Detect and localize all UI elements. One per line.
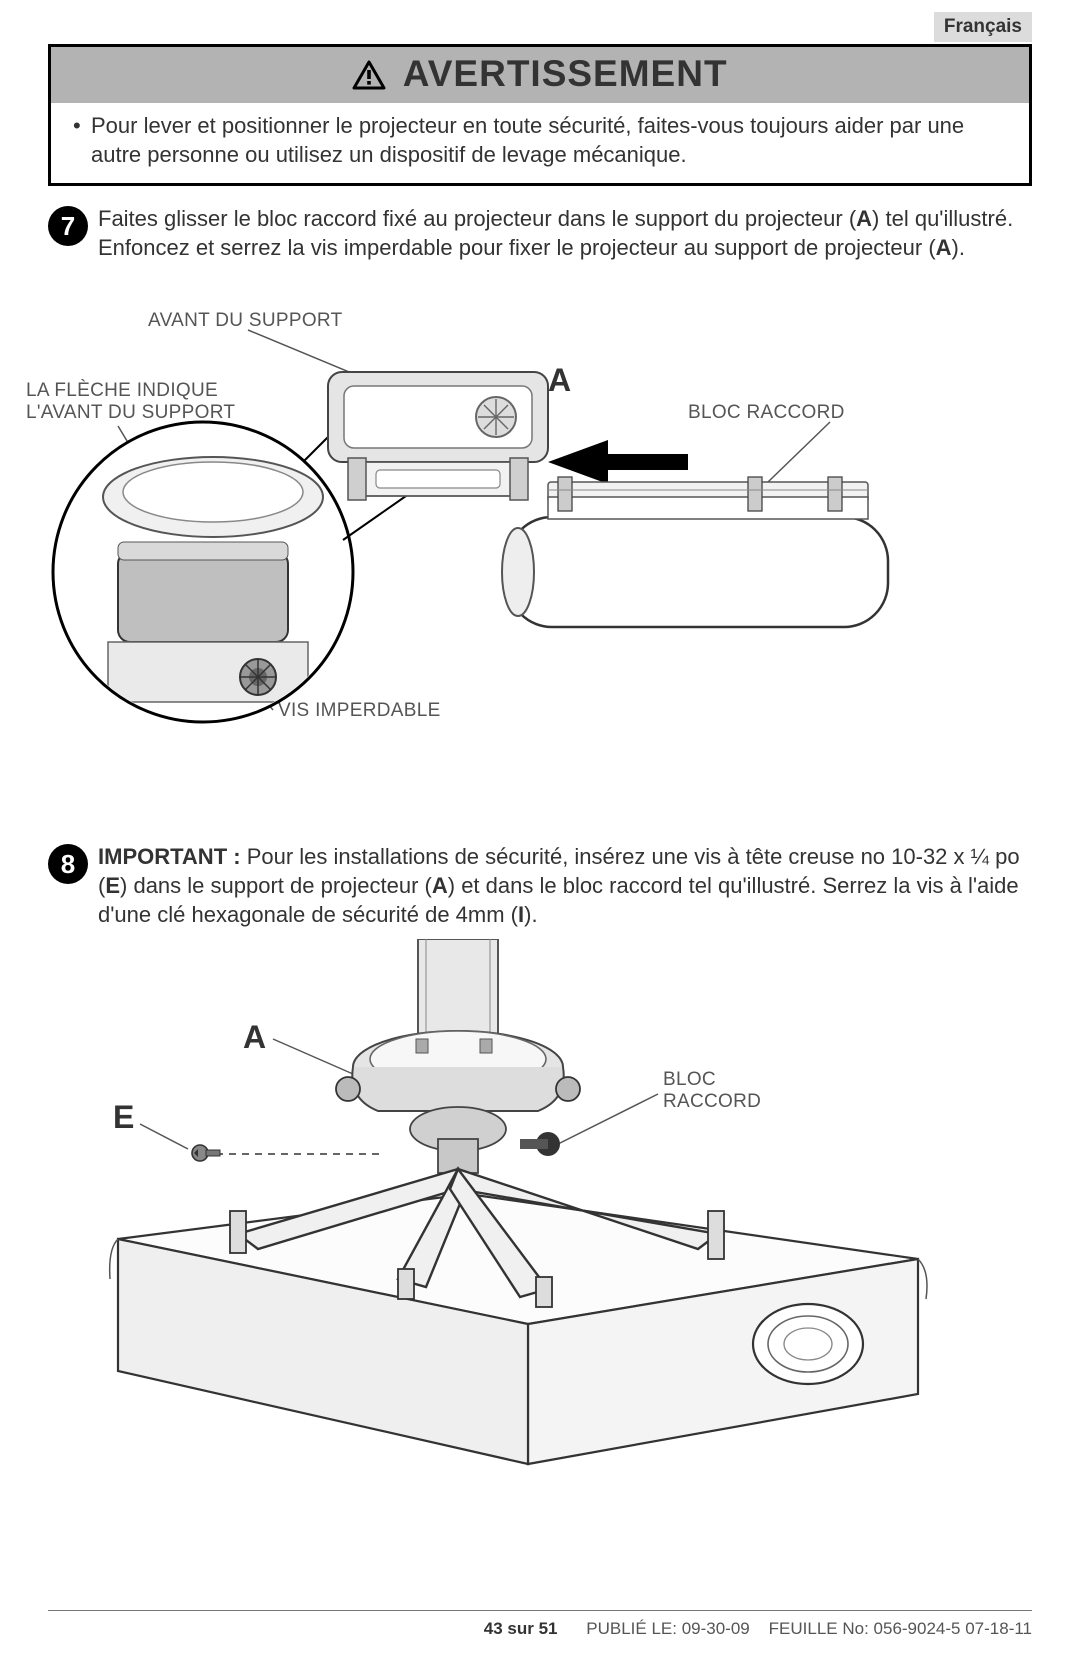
warning-title: AVERTISSEMENT bbox=[403, 53, 728, 94]
footer-separator bbox=[48, 1610, 1032, 1611]
manual-page: Français AVERTISSEMENT • Pour lever et p… bbox=[0, 0, 1080, 1669]
projector-side bbox=[502, 477, 888, 627]
language-tab: Français bbox=[934, 12, 1032, 42]
figure-1: AVANT DU SUPPORT LA FLÈCHE INDIQUE L'AVA… bbox=[48, 282, 1032, 802]
step-8-text: IMPORTANT : Pour les installations de sé… bbox=[98, 842, 1032, 929]
screw-e bbox=[192, 1145, 220, 1161]
step-7: 7 Faites glisser le bloc raccord fixé au… bbox=[48, 204, 1032, 262]
step-8-number: 8 bbox=[48, 844, 88, 884]
footer-page: 43 sur 51 bbox=[484, 1619, 558, 1638]
warning-header: AVERTISSEMENT bbox=[51, 47, 1029, 103]
step-8: 8 IMPORTANT : Pour les installations de … bbox=[48, 842, 1032, 929]
warning-icon bbox=[352, 57, 394, 90]
page-footer: 43 sur 51 PUBLIÉ LE: 09-30-09 FEUILLE No… bbox=[48, 1619, 1032, 1639]
step-7-text: Faites glisser le bloc raccord fixé au p… bbox=[98, 204, 1032, 262]
warning-body: • Pour lever et positionner le projecteu… bbox=[51, 103, 1029, 183]
bracket-a bbox=[328, 372, 548, 500]
step-7-number: 7 bbox=[48, 206, 88, 246]
footer-publie: PUBLIÉ LE: 09-30-09 bbox=[586, 1619, 749, 1638]
warning-bullet: • bbox=[73, 111, 91, 169]
footer-feuille: FEUILLE No: 056-9024-5 07-18-11 bbox=[769, 1619, 1032, 1638]
warning-box: AVERTISSEMENT • Pour lever et positionne… bbox=[48, 44, 1032, 186]
figure-2: A E BLOC RACCORD bbox=[48, 939, 1032, 1469]
warning-text: Pour lever et positionner le projecteur … bbox=[91, 111, 1011, 169]
